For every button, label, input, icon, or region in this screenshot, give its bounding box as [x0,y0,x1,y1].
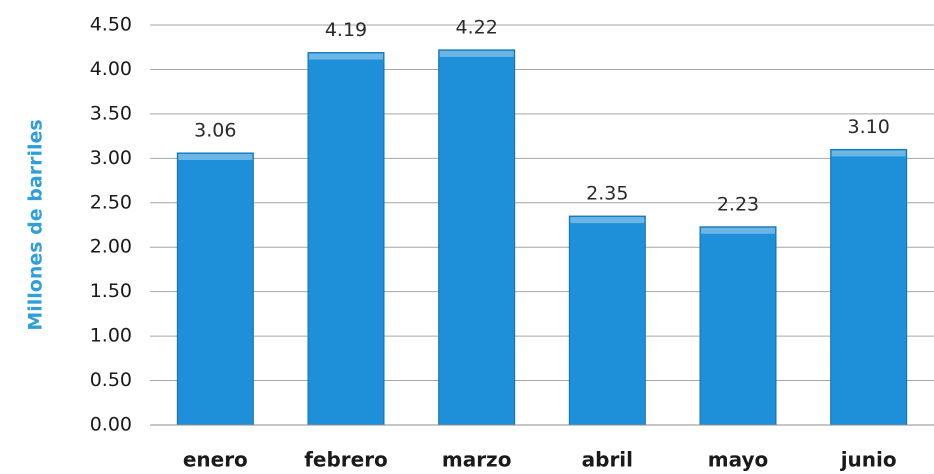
y-tick-label: 3.50 [90,102,132,124]
y-tick-label: 1.50 [90,280,132,302]
bar-highlight [570,217,645,224]
x-tick-label: mayo [708,448,769,472]
bar-highlight [439,50,514,57]
y-axis-title: Millones de barriles [25,119,47,330]
data-label: 4.19 [325,19,367,41]
bar-highlight [701,227,775,234]
bar [438,49,516,426]
y-tick-label: 0.50 [90,369,132,391]
bar-highlight [178,154,253,160]
bar [307,52,385,426]
x-tick-label: marzo [442,448,512,472]
bar-highlight [309,53,383,60]
bar-highlight [831,150,906,157]
data-label: 4.22 [456,16,498,38]
y-tick-label: 2.00 [90,236,132,258]
y-tick-label: 4.00 [90,58,132,80]
data-label: 2.35 [586,183,628,205]
x-tick-label: abril [582,448,633,472]
y-tick-label: 1.00 [90,325,132,347]
y-tick-label: 0.00 [90,414,132,436]
bar [830,148,908,426]
y-tick-label: 3.00 [90,147,132,169]
data-label: 3.10 [848,116,890,138]
x-tick-label: enero [183,448,248,472]
data-label: 3.06 [194,120,236,142]
bar [176,152,254,426]
bar [568,215,646,426]
x-tick-label: febrero [304,448,388,472]
bar [699,226,777,426]
x-tick-label: junio [840,448,897,472]
y-tick-label: 2.50 [90,191,132,213]
data-label: 2.23 [717,193,759,215]
y-tick-label: 4.50 [90,14,132,36]
